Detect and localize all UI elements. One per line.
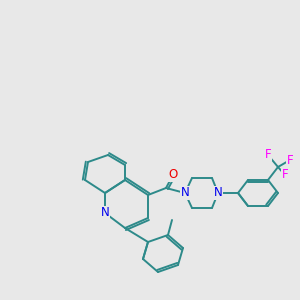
Text: N: N: [100, 206, 109, 220]
Text: F: F: [282, 169, 288, 182]
Text: N: N: [214, 187, 222, 200]
Text: N: N: [181, 187, 189, 200]
Text: F: F: [265, 148, 271, 161]
Text: F: F: [287, 154, 293, 166]
Text: O: O: [168, 169, 178, 182]
